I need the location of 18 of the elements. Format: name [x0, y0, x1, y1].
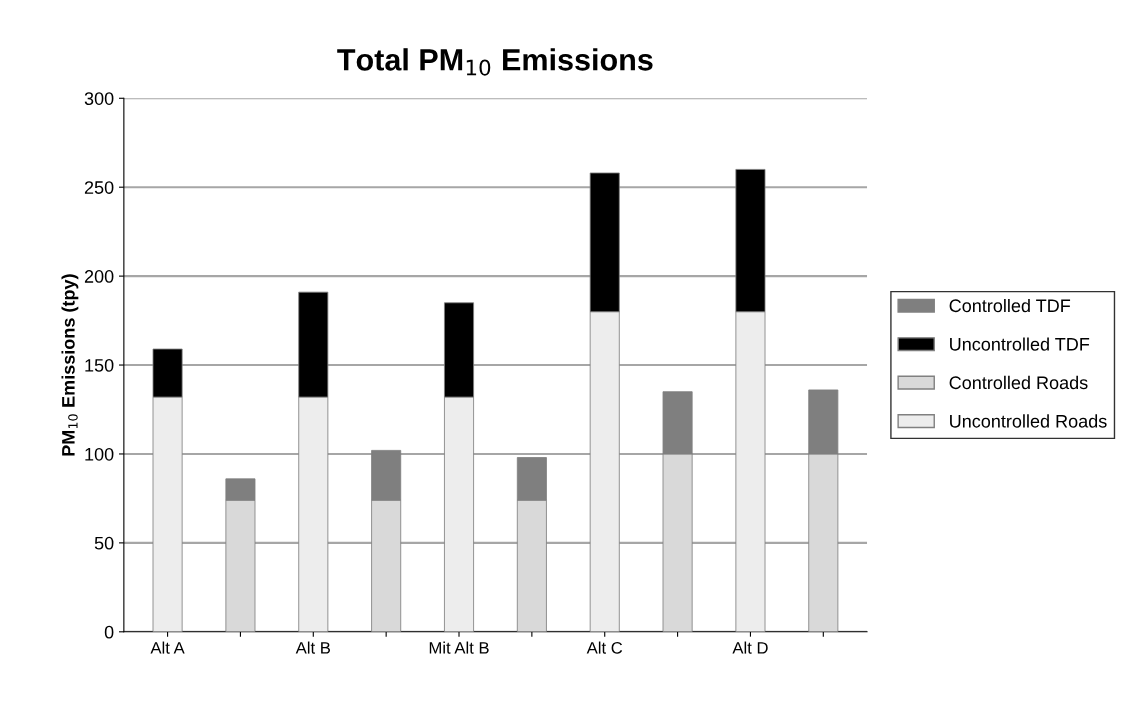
y-tick-label: 0	[104, 625, 114, 639]
legend-label: Uncontrolled TDF	[950, 337, 1090, 351]
y-tick-label: 150	[85, 358, 114, 372]
chart-title: Total PM$_{10}$ Emissions	[337, 48, 653, 76]
y-tick-label: 100	[85, 447, 114, 461]
legend-label: Uncontrolled Roads	[950, 414, 1107, 428]
y-tick-label: 200	[84, 270, 114, 283]
x-tick-label: Alt C	[586, 641, 623, 654]
legend-label: Controlled TDF	[949, 298, 1071, 313]
x-tick-label: Alt D	[732, 641, 768, 654]
x-tick-label: Mit Alt B	[429, 641, 489, 654]
y-axis-title: PM$_{10}$ Emissions (tpy)	[61, 274, 79, 456]
legend-label: Controlled Roads	[949, 375, 1088, 390]
y-tick-label: 250	[84, 181, 114, 194]
x-tick-label: Alt B	[295, 641, 331, 654]
y-tick-label: 300	[84, 92, 114, 105]
x-tick-label: Alt A	[150, 641, 185, 654]
y-tick-label: 50	[94, 536, 114, 550]
